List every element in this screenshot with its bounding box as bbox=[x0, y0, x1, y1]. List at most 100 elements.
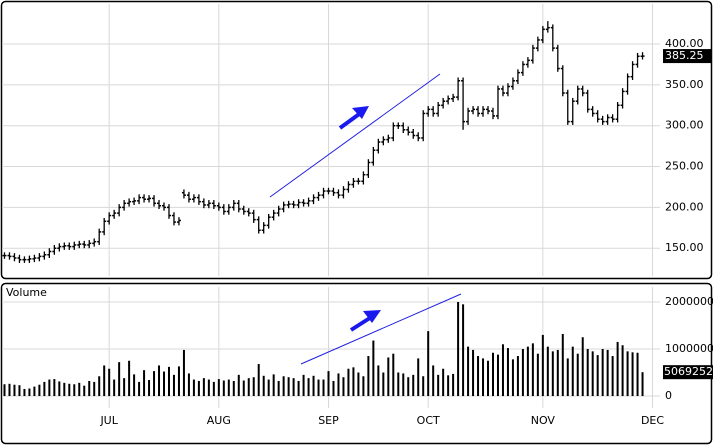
volume-bar bbox=[232, 380, 235, 397]
trend-line bbox=[269, 73, 441, 198]
price-panel bbox=[0, 0, 713, 280]
volume-bar bbox=[43, 381, 46, 397]
x-tick-label: DEC bbox=[641, 414, 664, 427]
volume-bar bbox=[8, 383, 11, 397]
volume-bar bbox=[192, 379, 195, 397]
volume-bar bbox=[641, 372, 644, 397]
volume-bar bbox=[217, 379, 220, 397]
volume-bar bbox=[128, 360, 131, 397]
last-value-box bbox=[663, 49, 711, 64]
volume-bar bbox=[362, 376, 365, 397]
volume-panel bbox=[0, 282, 713, 445]
volume-bar bbox=[526, 346, 529, 397]
volume-bar bbox=[182, 349, 185, 397]
volume-bar bbox=[402, 373, 405, 397]
volume-title: Volume bbox=[6, 286, 47, 299]
volume-bar bbox=[581, 337, 584, 397]
volume-bar bbox=[272, 374, 275, 397]
volume-bar bbox=[103, 365, 106, 397]
volume-bar bbox=[302, 374, 305, 397]
volume-bar bbox=[611, 356, 614, 397]
trend-line bbox=[300, 293, 462, 365]
last-value-box bbox=[663, 365, 713, 380]
volume-bar bbox=[197, 380, 200, 397]
y-tick-label: 250.00 bbox=[665, 160, 704, 173]
volume-bar bbox=[591, 351, 594, 397]
volume-bar bbox=[297, 380, 300, 397]
volume-bar bbox=[491, 352, 494, 397]
volume-bar bbox=[566, 358, 569, 397]
volume-bar bbox=[207, 379, 210, 397]
volume-bar bbox=[561, 333, 564, 397]
volume-bar bbox=[242, 380, 245, 397]
volume-bar bbox=[472, 349, 475, 397]
volume-bar bbox=[447, 375, 450, 397]
volume-bar bbox=[427, 331, 430, 397]
volume-bar bbox=[621, 345, 624, 397]
volume-bar bbox=[437, 374, 440, 397]
volume-bar bbox=[347, 368, 350, 397]
volume-bar bbox=[317, 379, 320, 397]
y-tick-label: 150.00 bbox=[665, 241, 704, 254]
volume-bar bbox=[462, 304, 465, 397]
volume-bar bbox=[407, 377, 410, 397]
volume-bar bbox=[636, 352, 639, 397]
volume-bar bbox=[262, 375, 265, 397]
volume-bar bbox=[422, 376, 425, 397]
volume-bar bbox=[556, 349, 559, 397]
volume-bar bbox=[467, 346, 470, 397]
volume-bar bbox=[551, 351, 554, 397]
last-value-label: 385.25 bbox=[665, 49, 704, 62]
volume-bar bbox=[177, 366, 180, 397]
volume-bar bbox=[252, 377, 255, 397]
volume-bar bbox=[487, 360, 490, 397]
volume-bar bbox=[212, 381, 215, 397]
y-tick-label: 20000000 bbox=[665, 295, 713, 308]
volume-bar bbox=[187, 373, 190, 397]
volume-bar bbox=[28, 388, 31, 397]
volume-bar bbox=[292, 378, 295, 397]
volume-bar bbox=[138, 381, 141, 397]
volume-bar bbox=[73, 384, 76, 397]
volume-bar bbox=[501, 344, 504, 397]
volume-bar bbox=[13, 384, 16, 397]
y-tick-label: 300.00 bbox=[665, 119, 704, 132]
volume-bar bbox=[382, 372, 385, 397]
volume-bar bbox=[586, 349, 589, 397]
volume-bar bbox=[88, 380, 91, 397]
volume-bar bbox=[367, 356, 370, 397]
volume-bar bbox=[377, 365, 380, 397]
volume-bar bbox=[222, 380, 225, 397]
volume-bar bbox=[626, 351, 629, 397]
y-tick-label: 0 bbox=[665, 389, 672, 402]
volume-bar bbox=[153, 371, 156, 397]
x-tick-label: OCT bbox=[417, 414, 440, 427]
volume-bar bbox=[332, 380, 335, 397]
marks-layer bbox=[2, 21, 645, 397]
volume-bar bbox=[53, 379, 56, 397]
volume-bar bbox=[123, 378, 126, 397]
volume-bar bbox=[631, 352, 634, 397]
volume-bar bbox=[48, 379, 51, 397]
volume-bar bbox=[312, 375, 315, 397]
volume-bar bbox=[357, 372, 360, 397]
volume-bar bbox=[322, 379, 325, 397]
volume-bar bbox=[63, 382, 66, 397]
volume-bar bbox=[571, 346, 574, 397]
volume-bar bbox=[511, 359, 514, 397]
volume-bar bbox=[352, 367, 355, 397]
volume-bar bbox=[576, 353, 579, 397]
volume-bar bbox=[133, 374, 136, 397]
volume-bar bbox=[327, 371, 330, 397]
volume-bar bbox=[521, 349, 524, 397]
volume-bar bbox=[172, 374, 175, 397]
volume-bar bbox=[337, 373, 340, 397]
volume-bar bbox=[392, 353, 395, 397]
volume-bar bbox=[601, 349, 604, 397]
volume-bar bbox=[113, 379, 116, 397]
volume-bar bbox=[282, 376, 285, 397]
x-tick-label: JUL bbox=[99, 414, 118, 427]
volume-bar bbox=[342, 377, 345, 397]
volume-bar bbox=[148, 380, 151, 397]
